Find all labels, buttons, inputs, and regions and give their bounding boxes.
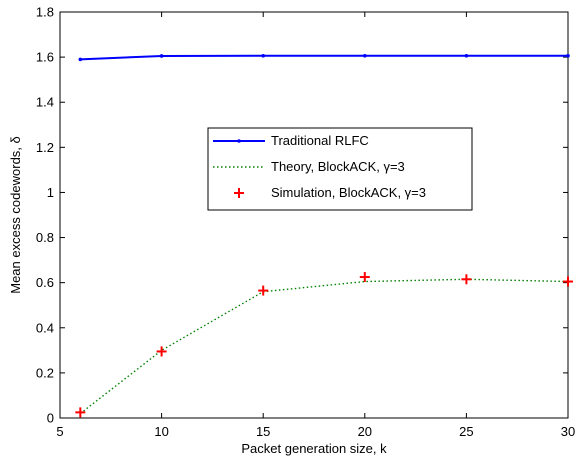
legend-marker-simulation-blockack [234, 188, 244, 198]
data-point-simulation-blockack [258, 285, 269, 296]
y-tick-label: 0 [47, 411, 54, 426]
series-line-theory-blockack [79, 278, 569, 415]
legend-dot-traditional-rlfc [237, 139, 241, 143]
y-tick-label: 1.8 [36, 5, 54, 20]
data-point-simulation-blockack [563, 276, 573, 287]
data-point-traditional-rlfc [464, 53, 469, 58]
data-point-traditional-rlfc [261, 53, 266, 58]
y-tick-label: 1 [47, 185, 54, 200]
legend-label-traditional-rlfc: Traditional RLFC [271, 133, 369, 148]
legend-label-theory-blockack: Theory, BlockACK, γ=3 [271, 159, 405, 174]
series-2 [75, 272, 573, 418]
data-point-simulation-blockack [75, 407, 86, 418]
data-point-traditional-rlfc [566, 53, 570, 58]
y-tick-label: 0.6 [36, 275, 54, 290]
x-tick-label: 10 [154, 424, 168, 439]
series-1 [79, 278, 569, 415]
x-tick-label: 30 [561, 424, 575, 439]
x-tick-label: 20 [358, 424, 372, 439]
y-tick-label: 0.8 [36, 230, 54, 245]
y-tick-label: 1.6 [36, 50, 54, 65]
x-tick-label: 5 [56, 424, 63, 439]
data-point-simulation-blockack [461, 274, 472, 285]
y-axis-title: Mean excess codewords, δ [8, 136, 23, 294]
plot-area [59, 11, 569, 419]
y-tick-label: 1.4 [36, 95, 54, 110]
data-point-traditional-rlfc [363, 53, 367, 58]
legend-label-simulation-blockack: Simulation, BlockACK, γ=3 [271, 185, 426, 200]
data-point-traditional-rlfc [78, 57, 83, 62]
x-axis-title: Packet generation size, k [241, 441, 387, 456]
y-tick-label: 0.4 [36, 320, 54, 335]
ticks: 5 10 15 20 25 30 0 0.2 0.4 0.6 0.8 1 1.2 1.4 1.6 1.8 [36, 5, 575, 440]
x-tick-label: 15 [256, 424, 270, 439]
y-tick-label: 0.2 [36, 365, 54, 380]
x-tick-label: 25 [459, 424, 473, 439]
series-0 [78, 53, 570, 62]
data-point-simulation-blockack [359, 272, 370, 283]
data-point-simulation-blockack [156, 346, 167, 357]
legend: Traditional RLFC Theory, BlockACK, γ=3 S… [207, 127, 473, 211]
series-line-traditional-rlfc [80, 54, 568, 61]
data-point-traditional-rlfc [159, 54, 164, 58]
series-layer [75, 53, 573, 418]
y-tick-label: 1.2 [36, 140, 54, 155]
